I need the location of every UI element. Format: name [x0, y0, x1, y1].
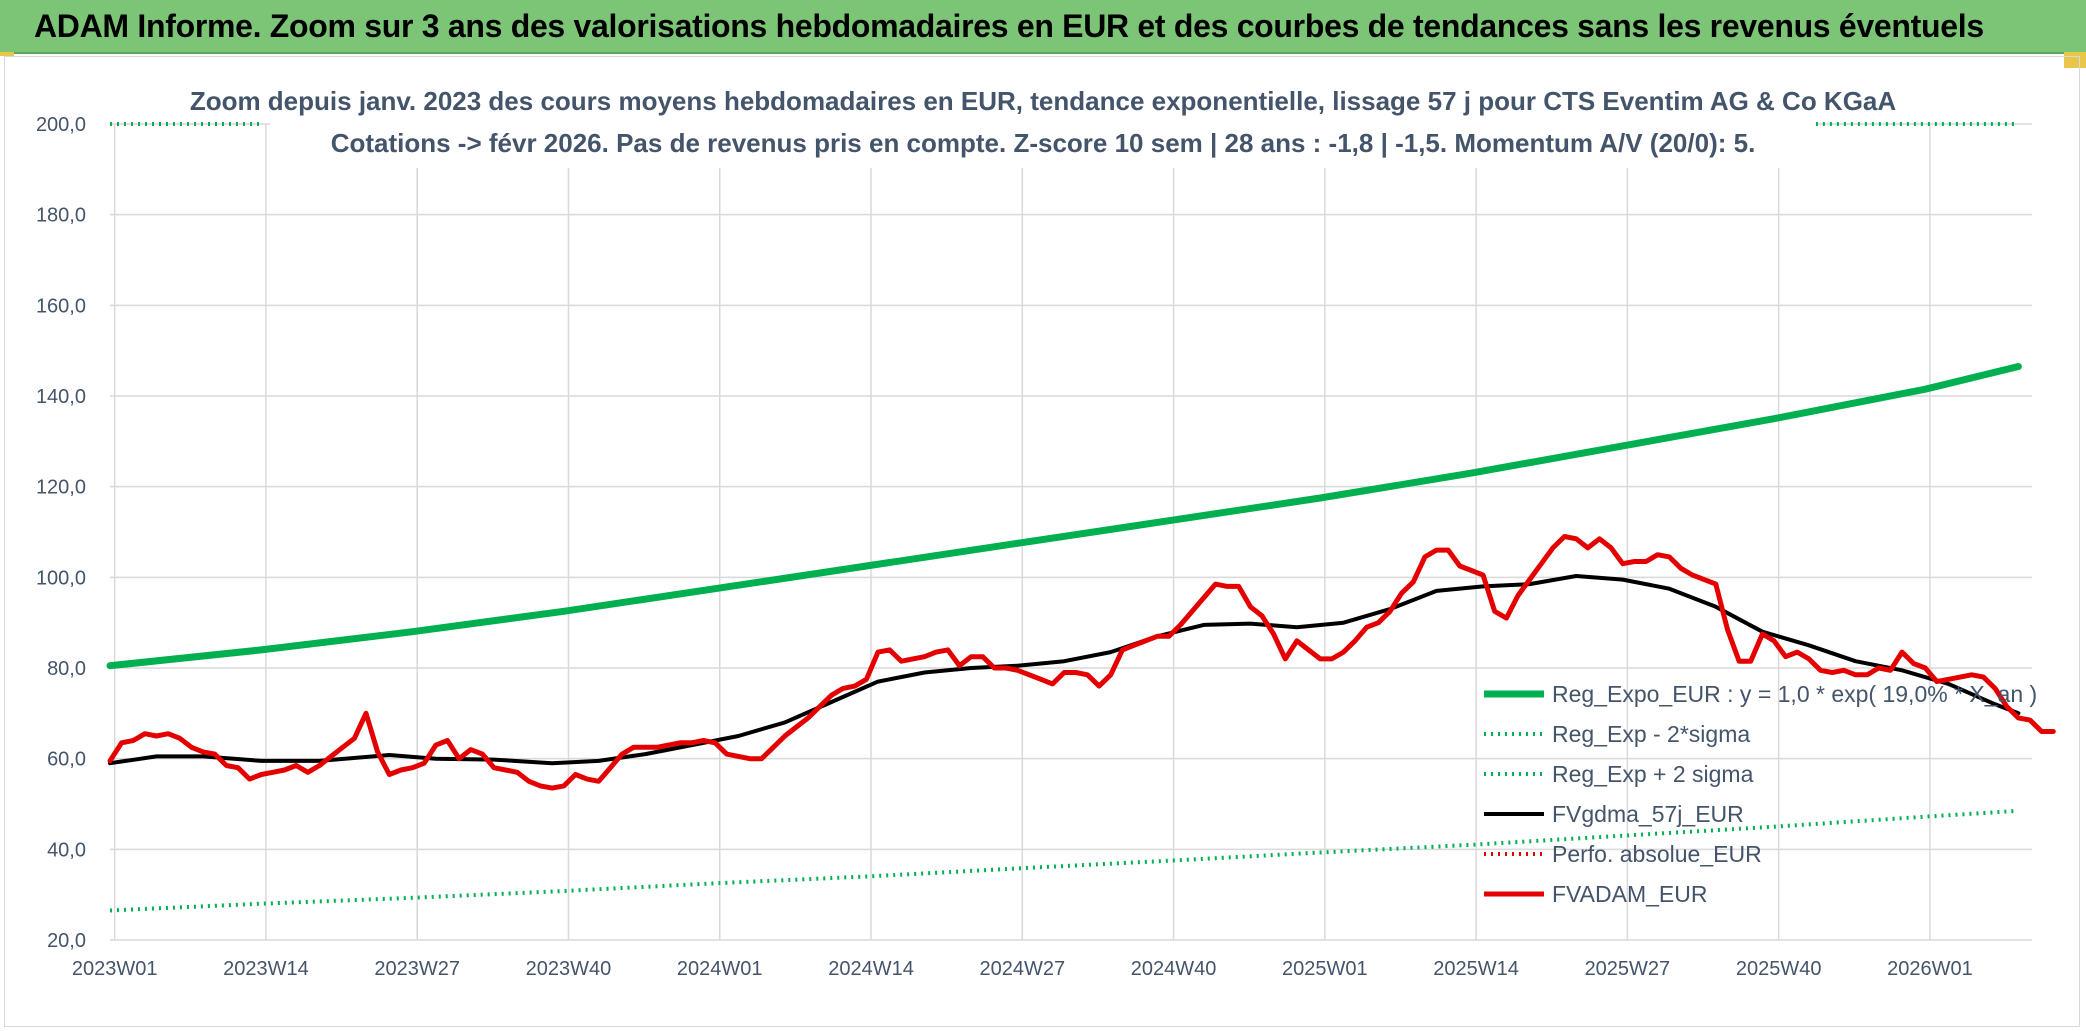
- legend-label: Reg_Exp + 2 sigma: [1552, 761, 1754, 787]
- corner-accent-left: [0, 52, 14, 56]
- subtitle-background: [270, 80, 1816, 168]
- y-tick-label: 120,0: [36, 477, 86, 499]
- x-tick-label: 2024W40: [1131, 958, 1217, 980]
- y-tick-label: 140,0: [36, 386, 86, 408]
- legend-label: Perfo. absolue_EUR: [1552, 841, 1762, 867]
- x-tick-label: 2025W27: [1585, 958, 1671, 980]
- legend-label: FVgdma_57j_EUR: [1552, 801, 1744, 827]
- legend-label: FVADAM_EUR: [1552, 881, 1708, 907]
- series-line-fvadam-eur: [107, 534, 2056, 791]
- report-title: ADAM Informe. Zoom sur 3 ans des valoris…: [34, 8, 1984, 44]
- x-tick-label: 2023W14: [223, 958, 309, 980]
- chart-subtitle: Cotations -> févr 2026. Pas de revenus p…: [330, 128, 1756, 158]
- x-axis: 2023W01 2023W14 2023W27 2023W40 2024W01 2024W…: [72, 958, 1973, 980]
- legend-label: Reg_Expo_EUR : y = 1,0 * exp( 19,0% * X_…: [1552, 681, 2037, 707]
- report-header: ADAM Informe. Zoom sur 3 ans des valoris…: [0, 0, 2086, 54]
- x-tick-label: 2023W27: [374, 958, 460, 980]
- x-tick-label: 2024W27: [979, 958, 1065, 980]
- x-tick-label: 2023W40: [526, 958, 612, 980]
- x-tick-label: 2024W01: [677, 958, 763, 980]
- x-tick-label: 2026W01: [1887, 958, 1973, 980]
- series-line-fvgdma-57j-eur: [108, 574, 2021, 766]
- series-line-reg-expo-eur: [106, 363, 2022, 670]
- legend-label: Reg_Exp - 2*sigma: [1552, 721, 1750, 747]
- y-tick-label: 60,0: [47, 749, 86, 771]
- y-tick-label: 80,0: [47, 658, 86, 680]
- y-tick-label: 20,0: [47, 930, 86, 952]
- y-tick-label: 40,0: [47, 839, 86, 861]
- series-layer: [106, 122, 2056, 913]
- chart-frame: [4, 56, 2080, 1027]
- y-axis: 20,0 40,0 60,0 80,0 100,0 120,0 140,0 160,0 180,…: [36, 114, 86, 952]
- chart-title: Zoom depuis janv. 2023 des cours moyens …: [189, 86, 1897, 116]
- x-tick-label: 2024W14: [828, 958, 914, 980]
- x-tick-label: 2025W14: [1433, 958, 1519, 980]
- legend: Reg_Expo_EUR : y = 1,0 * exp( 19,0% * X_…: [1484, 681, 2037, 907]
- y-tick-label: 160,0: [36, 295, 86, 317]
- x-tick-label: 2025W40: [1736, 958, 1822, 980]
- y-tick-label: 200,0: [36, 114, 86, 136]
- x-tick-label: 2025W01: [1282, 958, 1368, 980]
- y-tick-label: 100,0: [36, 567, 86, 589]
- grid-lines: [110, 123, 2032, 941]
- y-tick-label: 180,0: [36, 205, 86, 227]
- x-tick-label: 2023W01: [72, 958, 158, 980]
